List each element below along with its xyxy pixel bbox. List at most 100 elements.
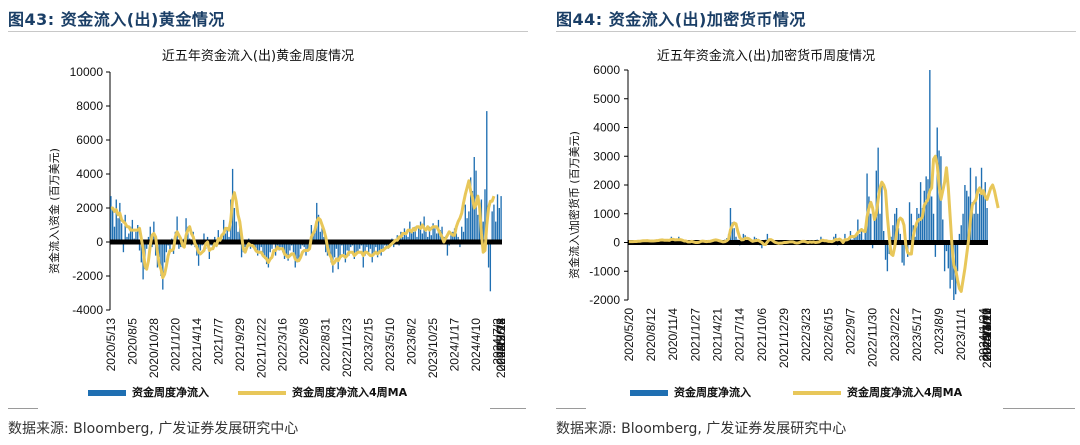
y-tick-label: 4000 xyxy=(593,121,620,135)
flow-bar xyxy=(969,167,972,243)
flow-bar xyxy=(265,242,268,265)
flow-bar xyxy=(110,196,112,242)
flow-bar xyxy=(489,242,492,292)
flow-bar xyxy=(432,223,434,242)
flow-bar xyxy=(932,213,935,243)
flow-bar xyxy=(312,233,314,242)
legend-bar-swatch xyxy=(88,390,126,396)
flow-bar xyxy=(428,226,431,242)
flow-bar xyxy=(380,242,382,256)
flow-bar xyxy=(436,233,438,242)
flow-bar xyxy=(949,242,951,289)
flow-bar xyxy=(112,209,114,242)
x-tick-label: 2023/5/17 xyxy=(910,308,924,362)
flow-bar xyxy=(269,242,271,253)
flow-bar xyxy=(496,194,499,242)
flow-bar xyxy=(452,231,454,242)
x-tick-label: 2021/1/27 xyxy=(688,308,702,362)
chart-title: 近五年资金流入(出)黄金周度情况 xyxy=(162,48,354,64)
flow-bar xyxy=(960,225,962,243)
legend-bar-label: 资金周度净流入 xyxy=(132,385,209,399)
ma-line xyxy=(110,179,496,280)
figure-44-panel: 图44: 资金流入(出)加密货币情况 近五年资金流入(出)加密货币周度情况 -20… xyxy=(548,0,1080,445)
flow-bar xyxy=(464,204,466,242)
y-tick-label: 6000 xyxy=(76,133,103,147)
x-tick-label: 2023/2/15 xyxy=(362,318,376,372)
gold-flow-chart: 近五年资金流入(出)黄金周度情况 -4000 -2000 0 2000 4000 6000 8… xyxy=(47,48,508,399)
x-tick-label: 2025/6/11 xyxy=(980,308,994,361)
flow-bar xyxy=(203,233,205,242)
flow-bar xyxy=(373,242,375,254)
x-tick-label: 2023/8/2 xyxy=(405,318,419,365)
x-tick-label: 2020/8/5 xyxy=(125,318,139,365)
flow-bar xyxy=(330,242,332,263)
x-tick-label: 2021/10/6 xyxy=(755,308,769,362)
flow-bar xyxy=(240,242,243,258)
flow-bar xyxy=(296,242,298,263)
x-tick-label: 2023/2/22 xyxy=(888,308,902,362)
flow-bar xyxy=(401,236,404,242)
flow-bar xyxy=(359,242,361,249)
figure-43-title-rule xyxy=(8,31,528,32)
flow-bar xyxy=(120,223,123,242)
flow-bar xyxy=(328,242,330,253)
flow-bar xyxy=(147,236,150,242)
x-tick-label: 2024/7/10 xyxy=(980,308,994,362)
y-tick-label: 0 xyxy=(96,235,103,249)
flow-bar xyxy=(962,213,964,243)
y-tick-label: 2000 xyxy=(76,201,103,215)
flow-bar xyxy=(253,242,255,248)
flow-bar xyxy=(936,127,938,243)
flow-bar xyxy=(914,236,916,243)
flow-bar xyxy=(864,225,866,243)
x-tick-label: 2024/1/24 xyxy=(976,308,990,362)
flow-bar xyxy=(224,233,227,242)
figure-44-source: 数据来源: Bloomberg, 广发证券发展研究中心 xyxy=(556,421,847,437)
x-tick-label: 2023/8/9 xyxy=(932,308,946,355)
flow-bar xyxy=(235,221,237,242)
chart-title: 近五年资金流入(出)加密货币周度情况 xyxy=(657,48,875,64)
flow-bar xyxy=(214,236,216,242)
flow-bar xyxy=(487,242,490,268)
flow-bar xyxy=(113,226,116,242)
flow-bar xyxy=(731,222,733,243)
flow-bar xyxy=(470,177,472,242)
flow-bar xyxy=(975,176,977,243)
flow-bar xyxy=(289,242,291,251)
flow-bar xyxy=(986,208,988,243)
flow-bar xyxy=(457,236,459,242)
flow-bar xyxy=(421,233,424,242)
x-tick-label: 2021/12/29 xyxy=(777,308,791,368)
flow-bar xyxy=(122,242,125,253)
y-axis-label: 资金流入\资金 (百万美元) xyxy=(47,148,61,274)
figure-44-bottom-rule-right xyxy=(1003,408,1075,409)
flow-bar xyxy=(325,242,327,253)
flow-bar xyxy=(890,236,892,243)
flow-bar xyxy=(495,221,497,242)
flow-bar xyxy=(859,233,861,243)
flow-bar xyxy=(353,242,355,259)
flow-bar xyxy=(128,233,130,242)
flow-bar xyxy=(375,242,377,248)
x-tick-label: 2025/3/12 xyxy=(494,318,508,372)
figure-43-bottom-rule-right xyxy=(490,408,526,409)
flow-bar xyxy=(307,242,309,251)
flow-bar xyxy=(319,231,321,242)
x-tick-label: 2021/4/14 xyxy=(190,318,204,372)
flow-bar xyxy=(314,228,316,242)
flow-bar xyxy=(942,219,944,243)
legend-bar-label: 资金周度净流入 xyxy=(674,385,751,399)
flow-bar xyxy=(873,219,876,243)
y-tick-label: -2000 xyxy=(589,293,620,307)
flow-bar xyxy=(169,242,171,251)
y-tick-label: 8000 xyxy=(76,99,103,113)
x-tick-label: 2024/4/17 xyxy=(980,308,994,362)
flow-bar xyxy=(735,236,737,243)
flow-bar xyxy=(884,242,887,260)
flow-bar xyxy=(984,182,986,243)
flow-bar xyxy=(262,242,264,254)
flow-bar xyxy=(500,196,502,242)
y-tick-label: 2000 xyxy=(593,178,620,192)
x-tick-label: 2020/8/12 xyxy=(644,308,658,362)
flow-bar xyxy=(382,242,384,249)
